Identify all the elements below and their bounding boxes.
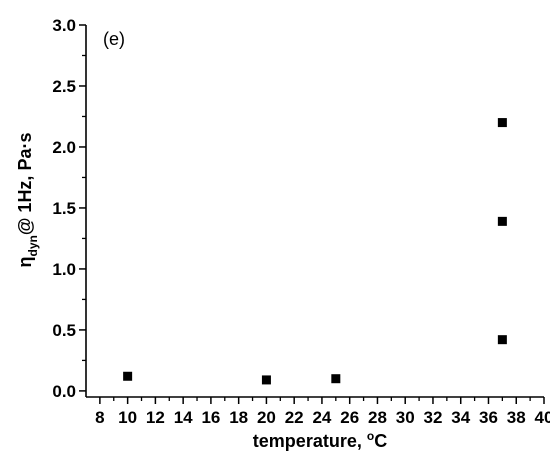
data-point — [497, 216, 507, 226]
x-tick-label: 8 — [95, 408, 104, 427]
x-tick-label: 24 — [312, 408, 331, 427]
tick-labels: 0.0 0.5 1.0 1.5 2.0 2.5 3.0 8 10 12 14 16 18 20 22 24 26… — [52, 16, 550, 427]
x-tick-label: 10 — [118, 408, 137, 427]
y-axis-title-subscript: dyn — [26, 235, 40, 256]
data-point — [123, 371, 133, 381]
y-axis-title: ηdyn@ 1Hz, Pa·s — [15, 133, 40, 268]
x-axis-title: temperature, oC — [253, 429, 387, 451]
data-point — [497, 118, 507, 128]
x-tick-label: 26 — [340, 408, 359, 427]
x-tick-label: 30 — [396, 408, 415, 427]
x-tick-label: 34 — [451, 408, 470, 427]
data-point — [497, 335, 507, 345]
panel-label: (e) — [103, 29, 125, 49]
x-tick-label: 28 — [368, 408, 387, 427]
x-axis-title-degree: o — [367, 429, 374, 443]
data-point — [331, 374, 341, 384]
x-tick-label: 18 — [229, 408, 248, 427]
y-tick-label: 2.0 — [52, 138, 76, 157]
x-tick-label: 22 — [285, 408, 304, 427]
x-tick-label: 32 — [424, 408, 443, 427]
data-points — [123, 118, 507, 385]
x-tick-label: 12 — [146, 408, 165, 427]
y-tick-label: 3.0 — [52, 16, 76, 35]
x-tick-label: 38 — [507, 408, 526, 427]
x-axis-title-main: temperature, — [253, 431, 367, 451]
y-axis-title-symbol: η — [15, 256, 35, 267]
tick-marks — [79, 24, 545, 404]
y-axis-title-rest: @ 1Hz, Pa·s — [15, 133, 35, 236]
x-tick-label: 20 — [257, 408, 276, 427]
y-tick-label: 0.0 — [52, 382, 76, 401]
x-axis-title-unit: C — [374, 431, 387, 451]
x-tick-label: 16 — [201, 408, 220, 427]
x-tick-label: 36 — [479, 408, 498, 427]
axes — [85, 25, 544, 398]
data-point — [261, 375, 271, 385]
y-tick-label: 0.5 — [52, 321, 76, 340]
x-tick-label: 14 — [174, 408, 193, 427]
y-tick-label: 1.0 — [52, 260, 76, 279]
y-tick-label: 1.5 — [52, 199, 76, 218]
x-tick-label: 40 — [535, 408, 550, 427]
y-tick-label: 2.5 — [52, 77, 76, 96]
